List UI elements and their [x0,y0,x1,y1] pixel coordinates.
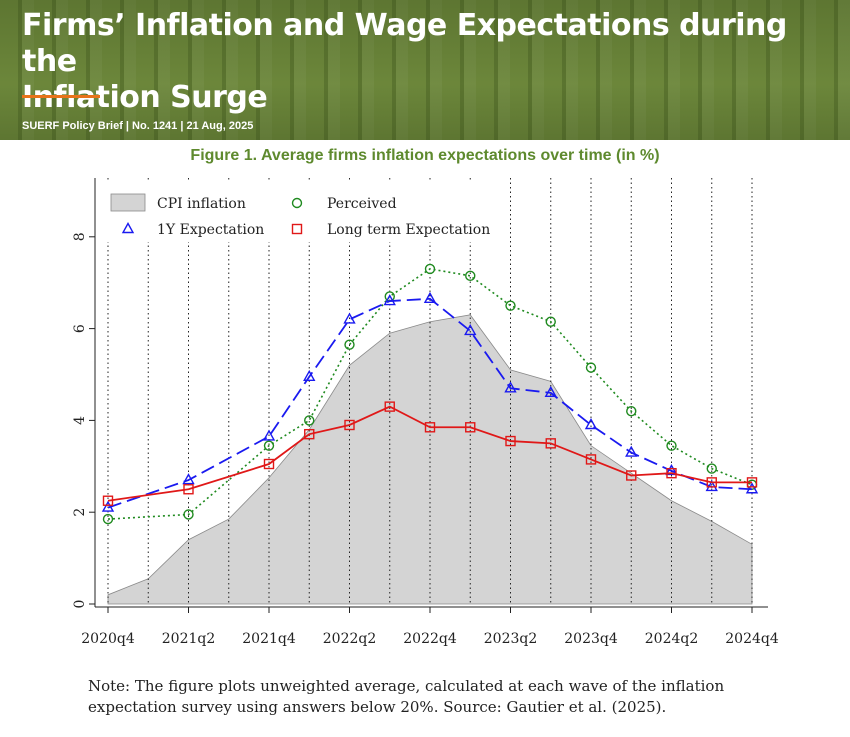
point-long-term-expectation-2022q1 [304,428,315,440]
series-long-term-expectation [102,401,758,506]
point-1y-expectation-2024q2 [665,463,678,476]
point-long-term-expectation-2020q4 [102,495,114,506]
page-title-line-1: Firms’ Inflation and Wage Expectations d… [22,8,787,79]
point-1y-expectation-2022q2 [343,312,356,324]
legend-label-cpi-inflation: CPI inflation [157,196,246,212]
point-perceived-2023q1 [465,270,476,282]
x-tick-label-2023q4: 2023q4 [564,631,618,647]
point-perceived-2024q2 [666,440,677,451]
point-1y-expectation-2023q2 [504,381,517,393]
point-1y-expectation-2021q4 [262,429,276,441]
legend-label-long-term-expectation: Long term Expectation [327,222,490,238]
point-perceived-2023q4 [585,362,597,373]
figure-note: Note: The figure plots unweighted averag… [88,676,828,718]
point-perceived-2022q4 [424,263,436,275]
legend-marker-1y-expectation [121,222,135,234]
publication-info: SUERF Policy Brief | No. 1241 | 21 Aug, … [22,120,254,132]
point-1y-expectation-2022q1 [303,369,316,381]
cpi-inflation-area [107,314,753,605]
point-perceived-2021q4 [263,440,275,451]
header-banner: Firms’ Inflation and Wage Expectations d… [0,0,850,140]
point-perceived-2024q1 [626,406,637,417]
point-1y-expectation-2022q3 [383,294,396,306]
legend: CPI inflation Perceived 1Y Expectation Long… [101,182,506,242]
point-long-term-expectation-2022q3 [384,401,395,412]
x-tick-label-2020q4: 2020q4 [81,631,135,647]
series-1y-expectation [101,291,759,512]
x-tick-label-2024q4: 2024q4 [725,631,779,647]
y-tick-label-0: 0 [72,600,88,609]
legend-label-1y-expectation: 1Y Expectation [157,222,264,238]
x-tick-label-2022q2: 2022q2 [323,631,377,647]
accent-divider [22,95,100,98]
point-long-term-expectation-2023q3 [545,438,556,449]
figure-note-line-2: expectation survey using answers below 2… [88,698,667,716]
x-tick-label-2024q2: 2024q2 [645,631,699,647]
point-long-term-expectation-2024q3 [706,477,717,488]
point-1y-expectation-2021q2 [182,473,195,485]
point-long-term-expectation-2024q1 [626,470,637,481]
point-long-term-expectation-2023q1 [465,422,476,433]
legend-marker-long-term-expectation [291,223,303,235]
legend-box [101,182,506,242]
point-perceived-2023q2 [505,300,516,311]
point-1y-expectation-2020q4 [101,500,115,512]
y-tick-label-8: 8 [72,232,88,241]
point-long-term-expectation-2021q2 [183,484,194,495]
x-tick-label-2021q4: 2021q4 [242,631,296,647]
banner-background [0,0,850,140]
point-1y-expectation-2024q4 [745,482,759,494]
legend-marker-perceived [291,197,303,209]
point-perceived-2022q1 [304,415,315,426]
x-tick-label-2022q4: 2022q4 [403,631,457,647]
page-title: Firms’ Inflation and Wage Expectations d… [22,8,842,116]
legend-swatch-cpi-inflation [110,193,146,212]
x-tick-label-2021q2: 2021q2 [162,631,216,647]
point-long-term-expectation-2024q4 [746,477,758,488]
figure-note-line-1: Note: The figure plots unweighted averag… [88,677,725,695]
series-line-perceived [107,268,753,520]
x-tick-label-2023q2: 2023q2 [484,631,538,647]
point-long-term-expectation-2022q2 [344,419,355,431]
y-tick-label-4: 4 [72,416,88,425]
point-1y-expectation-2024q3 [705,480,718,492]
point-long-term-expectation-2023q2 [505,435,516,447]
series-line-1y-expectation [107,297,753,509]
y-tick-label-6: 6 [72,324,88,333]
point-perceived-2023q3 [545,316,556,327]
point-perceived-2024q3 [706,463,717,474]
point-long-term-expectation-2022q4 [424,422,436,433]
point-perceived-2020q4 [102,513,114,525]
point-perceived-2022q2 [344,339,355,350]
point-long-term-expectation-2024q2 [666,467,677,479]
y-tick-label-2: 2 [72,508,88,517]
point-1y-expectation-2023q3 [544,385,557,398]
legend-label-perceived: Perceived [327,196,397,212]
point-perceived-2021q2 [183,509,194,520]
point-1y-expectation-2023q1 [464,323,477,336]
figure-title: Figure 1. Average firms inflation expect… [190,147,660,164]
banner-shade [0,0,850,140]
point-long-term-expectation-2021q4 [263,458,275,470]
inflation-chart: 0 2 4 6 8 2020q4 2021q2 2021q4 2022q2 2022q4 2023q… [72,178,779,647]
point-1y-expectation-2022q4 [423,291,437,303]
series-line-long-term-expectation [107,405,752,502]
point-1y-expectation-2023q4 [584,418,598,430]
point-long-term-expectation-2023q4 [585,454,597,465]
page-title-line-2: Inflation Surge [22,80,268,115]
point-1y-expectation-2024q1 [625,445,638,457]
